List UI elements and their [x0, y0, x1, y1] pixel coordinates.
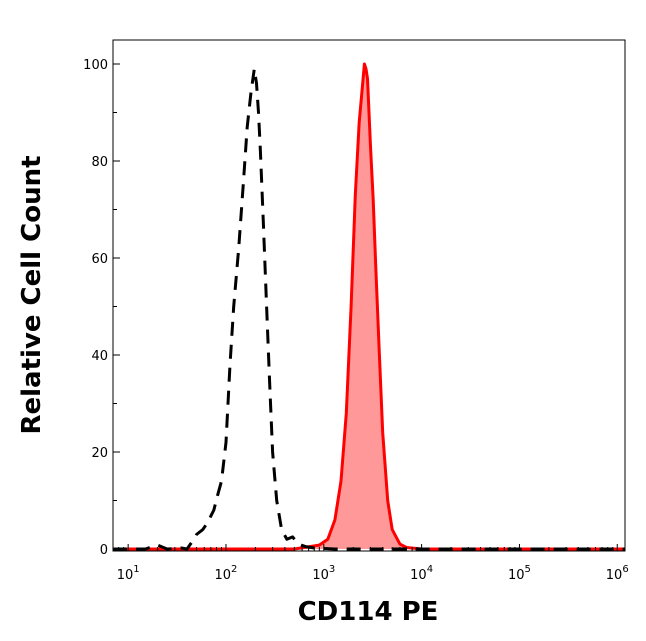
plot-area: [113, 62, 625, 551]
x-tick-label: 103: [312, 564, 335, 583]
y-tick-label: 100: [83, 58, 108, 73]
y-tick-label: 0: [100, 543, 108, 558]
axes: 0 20 40 60 80 100 101 102 103 104 105 106: [83, 39, 629, 583]
series-1-fill: [113, 64, 625, 549]
y-tick-label: 40: [91, 349, 108, 364]
y-tick-label: 80: [91, 155, 108, 170]
y-tick-label: 60: [91, 252, 108, 267]
series-1-line: [113, 62, 625, 551]
x-tick-label: 102: [215, 564, 238, 583]
x-tick-label: 104: [410, 564, 433, 583]
x-tick-label: 106: [606, 564, 629, 583]
plot-frame: [112, 39, 626, 552]
x-tick-label: 105: [508, 564, 531, 583]
y-tick-label: 20: [91, 446, 108, 461]
y-axis-title: Relative Cell Count: [17, 155, 47, 434]
x-axis-title: CD114 PE: [298, 597, 439, 627]
x-tick-label: 101: [117, 564, 140, 583]
